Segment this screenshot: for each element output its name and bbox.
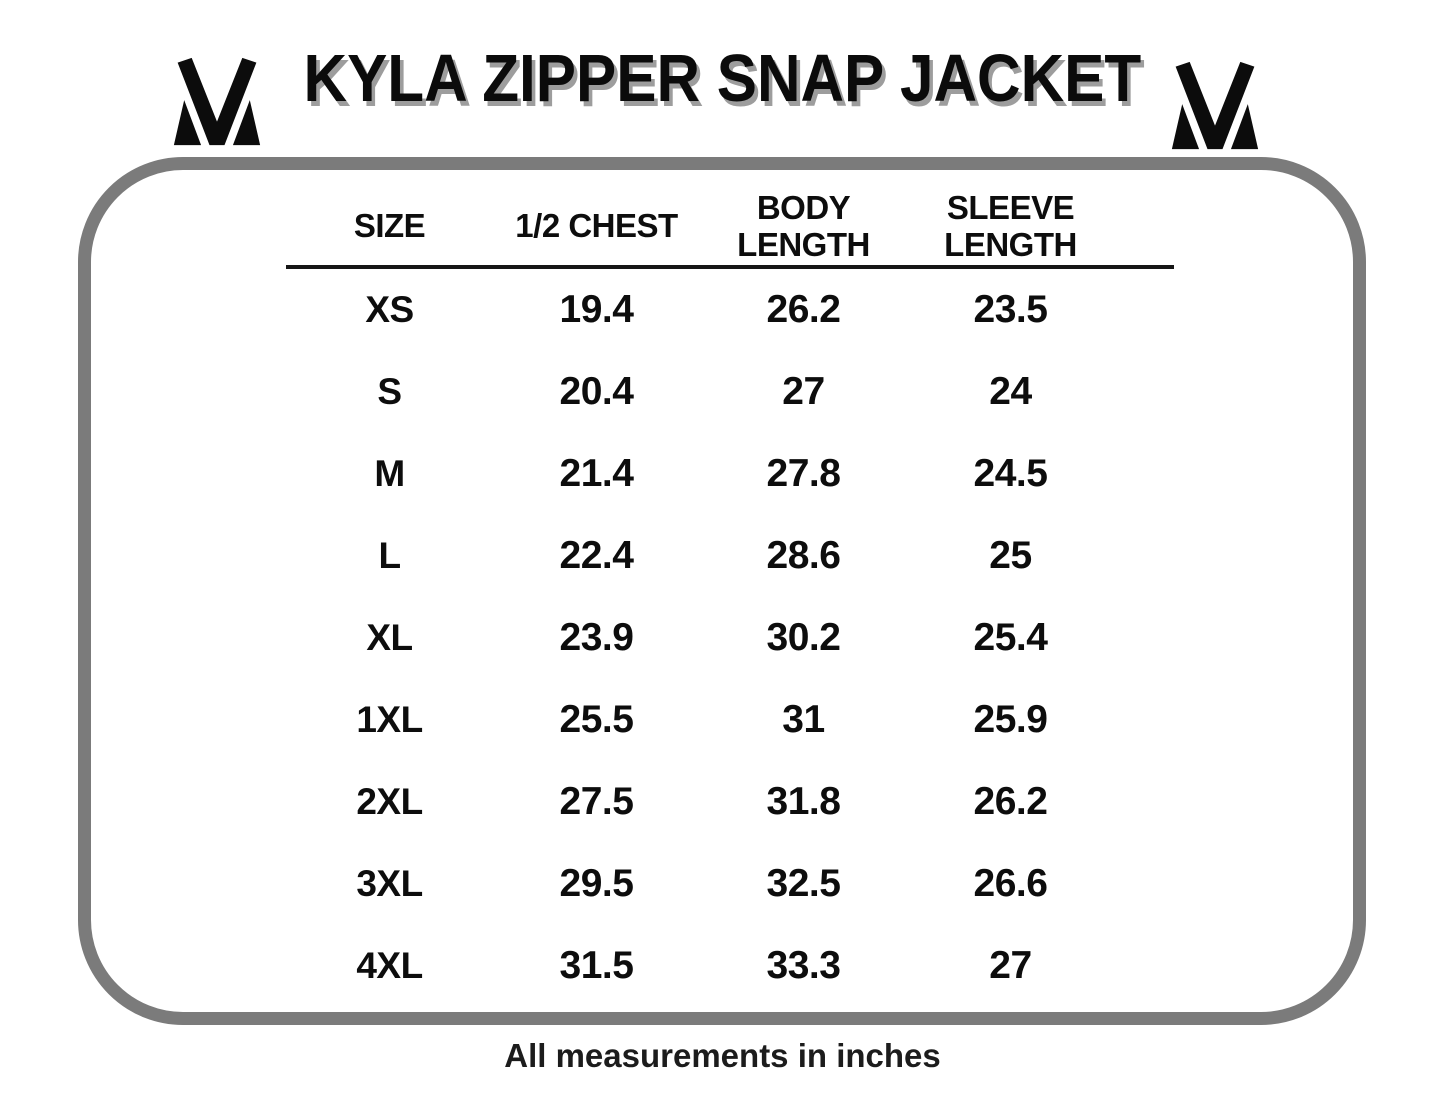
- table-header-row: SIZE 1/2 CHEST BODY LENGTH SLEEVE LENGTH: [286, 186, 1174, 265]
- measurement-cell: 22.4: [559, 534, 634, 577]
- units-note: All measurements in inches: [504, 1037, 941, 1074]
- measurement-cell: 25.5: [559, 698, 634, 741]
- chart-frame: [78, 157, 1366, 1025]
- table-body: XS 19.4 26.2 23.5 S 20.4 27 24 M 21.4 27.8 24.5 L 22.…: [286, 269, 1174, 1007]
- size-cell: XS: [365, 289, 414, 330]
- table-row: XL 23.9 30.2 25.4: [286, 597, 1174, 679]
- measurement-cell: 20.4: [559, 370, 634, 413]
- column-header-half-chest: 1/2 CHEST: [515, 207, 678, 244]
- measurement-cell: 31.8: [766, 780, 841, 823]
- header-divider: [286, 265, 1174, 269]
- measurement-cell: 25.9: [973, 698, 1048, 741]
- size-cell: 1XL: [356, 699, 423, 740]
- measurement-cell: 30.2: [766, 616, 841, 659]
- header: KYLA ZIPPER SNAP JACKET: [0, 26, 1445, 150]
- table-row: L 22.4 28.6 25: [286, 515, 1174, 597]
- table-row: 2XL 27.5 31.8 26.2: [286, 761, 1174, 843]
- measurement-cell: 26.2: [766, 288, 841, 331]
- measurement-cell: 24.5: [973, 452, 1048, 495]
- table-row: 3XL 29.5 32.5 26.6: [286, 843, 1174, 925]
- measurement-cell: 27: [782, 370, 825, 413]
- measurement-cell: 24: [989, 370, 1032, 413]
- brand-m-monogram-icon: [1168, 60, 1262, 150]
- size-cell: S: [377, 371, 402, 412]
- measurement-cell: 23.9: [559, 616, 634, 659]
- measurement-cell: 33.3: [766, 944, 841, 987]
- measurement-cell: 27.5: [559, 780, 634, 823]
- size-cell: XL: [366, 617, 413, 658]
- size-cell: 4XL: [356, 945, 423, 986]
- table-row: XS 19.4 26.2 23.5: [286, 269, 1174, 351]
- size-cell: L: [378, 535, 401, 576]
- measurement-cell: 23.5: [973, 288, 1048, 331]
- page-title: KYLA ZIPPER SNAP JACKET: [0, 26, 1445, 130]
- page-title-text: KYLA ZIPPER SNAP JACKET: [303, 40, 1142, 116]
- table-row: M 21.4 27.8 24.5: [286, 433, 1174, 515]
- measurement-cell: 26.6: [973, 862, 1048, 905]
- table-row: 4XL 31.5 33.3 27: [286, 925, 1174, 1007]
- brand-m-monogram-icon: [170, 56, 264, 146]
- size-chart-table: SIZE 1/2 CHEST BODY LENGTH SLEEVE LENGTH…: [286, 186, 1174, 1007]
- measurement-cell: 27: [989, 944, 1032, 987]
- measurement-cell: 26.2: [973, 780, 1048, 823]
- measurement-cell: 27.8: [766, 452, 841, 495]
- size-cell: M: [374, 453, 405, 494]
- measurement-cell: 25: [989, 534, 1032, 577]
- measurement-cell: 21.4: [559, 452, 634, 495]
- column-header-size: SIZE: [353, 207, 426, 244]
- measurement-cell: 19.4: [559, 288, 634, 331]
- measurement-cell: 31: [782, 698, 825, 741]
- measurement-cell: 31.5: [559, 944, 634, 987]
- column-header-sleeve-length: SLEEVE LENGTH: [944, 188, 1077, 263]
- table-row: S 20.4 27 24: [286, 351, 1174, 433]
- table-row: 1XL 25.5 31 25.9: [286, 679, 1174, 761]
- measurement-cell: 28.6: [766, 534, 841, 577]
- measurement-cell: 32.5: [766, 862, 841, 905]
- size-cell: 2XL: [356, 781, 423, 822]
- measurement-cell: 29.5: [559, 862, 634, 905]
- column-header-body-length: BODY LENGTH: [737, 188, 870, 263]
- measurement-cell: 25.4: [973, 616, 1048, 659]
- size-cell: 3XL: [356, 863, 423, 904]
